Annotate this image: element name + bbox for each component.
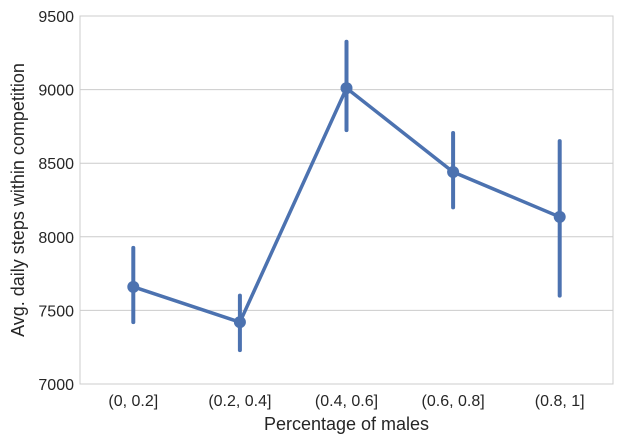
plot-area-frame [79,15,614,385]
x-tick-label: (0, 0.2] [108,393,158,410]
y-tick-label: 9000 [38,83,74,100]
y-tick-label: 8000 [38,230,74,247]
x-axis-title: Percentage of males [264,414,429,434]
x-tick-label: (0.6, 0.8] [422,393,485,410]
y-tick-label: 7500 [38,303,74,320]
data-point [127,280,140,293]
x-tick-labels: (0, 0.2] (0.2, 0.4] (0.4, 0.6] (0.6, 0.8] (0… [108,393,584,410]
x-tick-label: (0.8, 1] [535,393,585,410]
x-tick-label: (0.4, 0.6] [315,393,378,410]
y-tick-label: 7000 [38,377,74,394]
y-tick-label: 8500 [38,156,74,173]
x-tick-label: (0.2, 0.4] [208,393,271,410]
data-point [553,210,566,223]
y-tick-labels: 7000 7500 8000 8500 9000 9500 [38,9,74,394]
y-axis-title: Avg. daily steps within competition [8,63,28,337]
data-point [447,166,460,179]
data-point [340,82,353,95]
y-tick-label: 9500 [38,9,74,26]
series-main [127,39,566,353]
data-point [233,316,246,329]
